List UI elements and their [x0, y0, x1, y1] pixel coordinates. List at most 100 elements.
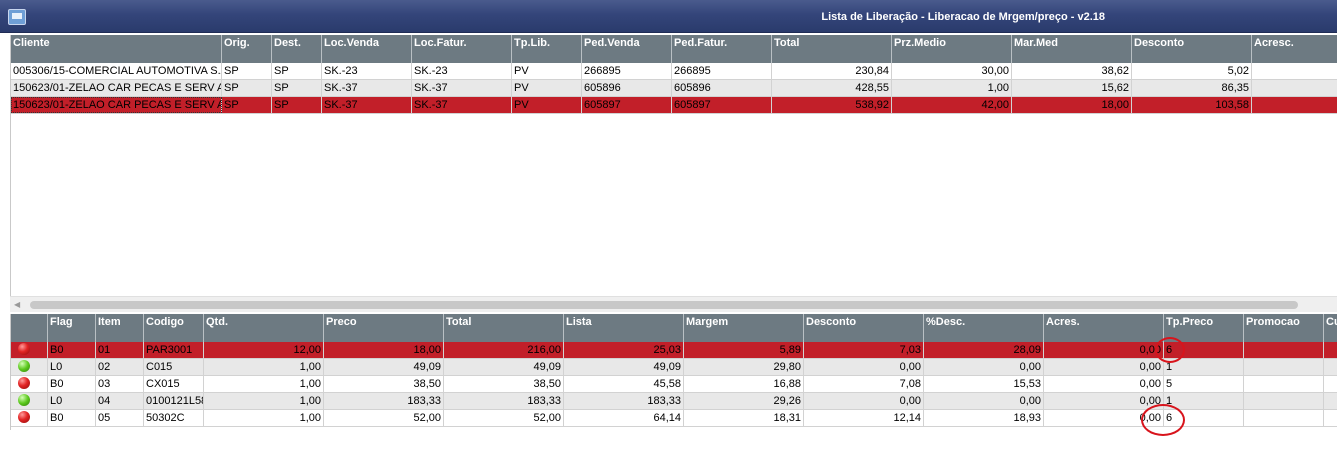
red-status-icon [18, 377, 30, 389]
column-header-dest[interactable]: Dest. [272, 35, 322, 63]
scrollbar-thumb[interactable] [30, 301, 1298, 309]
green-status-icon [18, 394, 30, 406]
column-header-margem[interactable]: Margem [684, 314, 804, 342]
order-cell-ped-fatur: 605897 [672, 97, 772, 113]
item-cell-codigo: CX015 [144, 376, 204, 392]
item-cell-item: 02 [96, 359, 144, 375]
item-cell-promocao [1244, 359, 1324, 375]
order-cell-prz-medio: 42,00 [892, 97, 1012, 113]
column-header-total[interactable]: Total [444, 314, 564, 342]
red-status-icon [18, 411, 30, 423]
column-header-tp-lib[interactable]: Tp.Lib. [512, 35, 582, 63]
item-cell-flag: B0 [48, 376, 96, 392]
item-cell-margem: 29,80 [684, 359, 804, 375]
column-header-ped-fatur[interactable]: Ped.Fatur. [672, 35, 772, 63]
item-cell-codigo: PAR3001 [144, 342, 204, 358]
item-cell-codigo: 0100121L58 [146, 393, 204, 409]
order-cell-total: 230,84 [772, 63, 892, 79]
column-header-lista[interactable]: Lista [564, 314, 684, 342]
column-header-cliente[interactable]: Cliente [11, 35, 222, 63]
order-cell-dest: SP [272, 97, 322, 113]
chevron-left-icon[interactable]: ◀ [14, 300, 21, 309]
item-cell-acres: 0,00 [1044, 393, 1164, 409]
items-grid[interactable]: Flag Item Codigo Qtd. Preco Total Lista Margem D… [10, 314, 1337, 430]
item-row[interactable]: B0 03 CX015 1,00 38,50 38,50 45,58 16,88 7,08 15,… [11, 376, 1337, 393]
column-header-cu[interactable]: Cu [1324, 314, 1337, 342]
item-status-cell [11, 376, 48, 392]
column-header-desconto[interactable]: Desconto [804, 314, 924, 342]
red-status-icon [18, 343, 30, 355]
order-cell-ped-venda: 266895 [582, 63, 672, 79]
annotation-circle [1155, 337, 1185, 363]
item-cell-item: 03 [96, 376, 144, 392]
item-cell-desconto: 0,00 [804, 359, 924, 375]
item-cell-margem: 18,31 [684, 410, 804, 426]
column-header-status[interactable] [11, 314, 48, 342]
column-header-desconto[interactable]: Desconto [1132, 35, 1252, 63]
window-title: Lista de Liberação - Liberacao de Mrgem/… [821, 11, 1105, 23]
orders-grid[interactable]: Cliente Orig. Dest. Loc.Venda Loc.Fatur. Tp.L… [10, 35, 1337, 300]
order-cell-cliente: 150623/01-ZELAO CAR PECAS E SERV AU [13, 80, 222, 96]
order-cell-desconto: 103,58 [1132, 97, 1252, 113]
item-cell-tp-preco: 1 [1164, 359, 1244, 375]
item-cell-lista: 64,14 [564, 410, 684, 426]
column-header-tp-preco[interactable]: Tp.Preco [1164, 314, 1244, 342]
orders-horizontal-scrollbar[interactable]: ◀ [10, 296, 1337, 312]
order-cell-tp-lib: PV [512, 80, 582, 96]
order-cell-desconto: 5,02 [1132, 63, 1252, 79]
item-cell-item: 05 [96, 410, 144, 426]
item-cell-preco: 183,33 [324, 393, 444, 409]
column-header-mar-med[interactable]: Mar.Med [1012, 35, 1132, 63]
item-cell-qtd: 1,00 [204, 393, 324, 409]
item-cell-promocao [1244, 410, 1324, 426]
item-cell-desc: 15,53 [924, 376, 1044, 392]
order-cell-orig: SP [222, 97, 272, 113]
column-header-preco[interactable]: Preco [324, 314, 444, 342]
item-row[interactable]: L0 04 0100121L58 1,00 183,33 183,33 183,33 29,2… [11, 393, 1337, 410]
item-cell-tp-preco: 1 [1164, 393, 1244, 409]
column-header-acresc[interactable]: Acresc. [1252, 35, 1337, 63]
column-header-codigo[interactable]: Codigo [144, 314, 204, 342]
items-grid-body: B0 01 PAR3001 12,00 18,00 216,00 25,03 5,89 7,03… [11, 342, 1337, 427]
item-cell-item: 04 [96, 393, 144, 409]
order-cell-ped-venda: 605896 [582, 80, 672, 96]
orders-grid-body: 005306/15-COMERCIAL AUTOMOTIVA S.A SP SP SK… [11, 63, 1337, 114]
column-header-flag[interactable]: Flag [48, 314, 96, 342]
window-titlebar: Lista de Liberação - Liberacao de Mrgem/… [0, 0, 1337, 33]
item-cell-desc: 28,09 [924, 342, 1044, 358]
column-header-prz-medio[interactable]: Prz.Medio [892, 35, 1012, 63]
column-header-acres[interactable]: Acres. [1044, 314, 1164, 342]
column-header-qtd[interactable]: Qtd. [204, 314, 324, 342]
column-header-loc-venda[interactable]: Loc.Venda [322, 35, 412, 63]
column-header-ped-venda[interactable]: Ped.Venda [582, 35, 672, 63]
order-row[interactable]: 005306/15-COMERCIAL AUTOMOTIVA S.A SP SP SK… [11, 63, 1337, 80]
item-row[interactable]: L0 02 C015 1,00 49,09 49,09 49,09 29,80 0,00 0,00… [11, 359, 1337, 376]
order-cell-cliente: 150623/01-ZELAO CAR PECAS E SERV AU [11, 97, 222, 113]
order-row[interactable]: 150623/01-ZELAO CAR PECAS E SERV AU SP SP S… [11, 97, 1337, 114]
column-header-loc-fatur[interactable]: Loc.Fatur. [412, 35, 512, 63]
order-cell-orig: SP [222, 80, 272, 96]
order-cell-ped-fatur: 266895 [672, 63, 772, 79]
column-header-orig[interactable]: Orig. [222, 35, 272, 63]
order-cell-mar-med: 18,00 [1012, 97, 1132, 113]
column-header-item[interactable]: Item [96, 314, 144, 342]
item-cell-desconto: 0,00 [804, 393, 924, 409]
column-header-desc[interactable]: %Desc. [924, 314, 1044, 342]
item-row[interactable]: B0 05 50302C 1,00 52,00 52,00 64,14 18,31 12,14 1… [11, 410, 1337, 427]
order-row[interactable]: 150623/01-ZELAO CAR PECAS E SERV AU SP SP S… [11, 80, 1337, 97]
item-row[interactable]: B0 01 PAR3001 12,00 18,00 216,00 25,03 5,89 7,03… [11, 342, 1337, 359]
item-cell-desc: 0,00 [924, 359, 1044, 375]
column-header-promocao[interactable]: Promocao [1244, 314, 1324, 342]
app-window-icon[interactable] [8, 9, 26, 25]
item-cell-promocao [1244, 376, 1324, 392]
item-cell-flag: B0 [48, 410, 96, 426]
item-cell-margem: 5,89 [684, 342, 804, 358]
item-cell-acres: 0,00 [1044, 376, 1164, 392]
order-cell-total: 538,92 [772, 97, 892, 113]
item-cell-total: 52,00 [444, 410, 564, 426]
order-cell-mar-med: 15,62 [1012, 80, 1132, 96]
item-cell-lista: 45,58 [564, 376, 684, 392]
item-cell-preco: 18,00 [324, 342, 444, 358]
order-cell-ped-venda: 605897 [582, 97, 672, 113]
column-header-total[interactable]: Total [772, 35, 892, 63]
